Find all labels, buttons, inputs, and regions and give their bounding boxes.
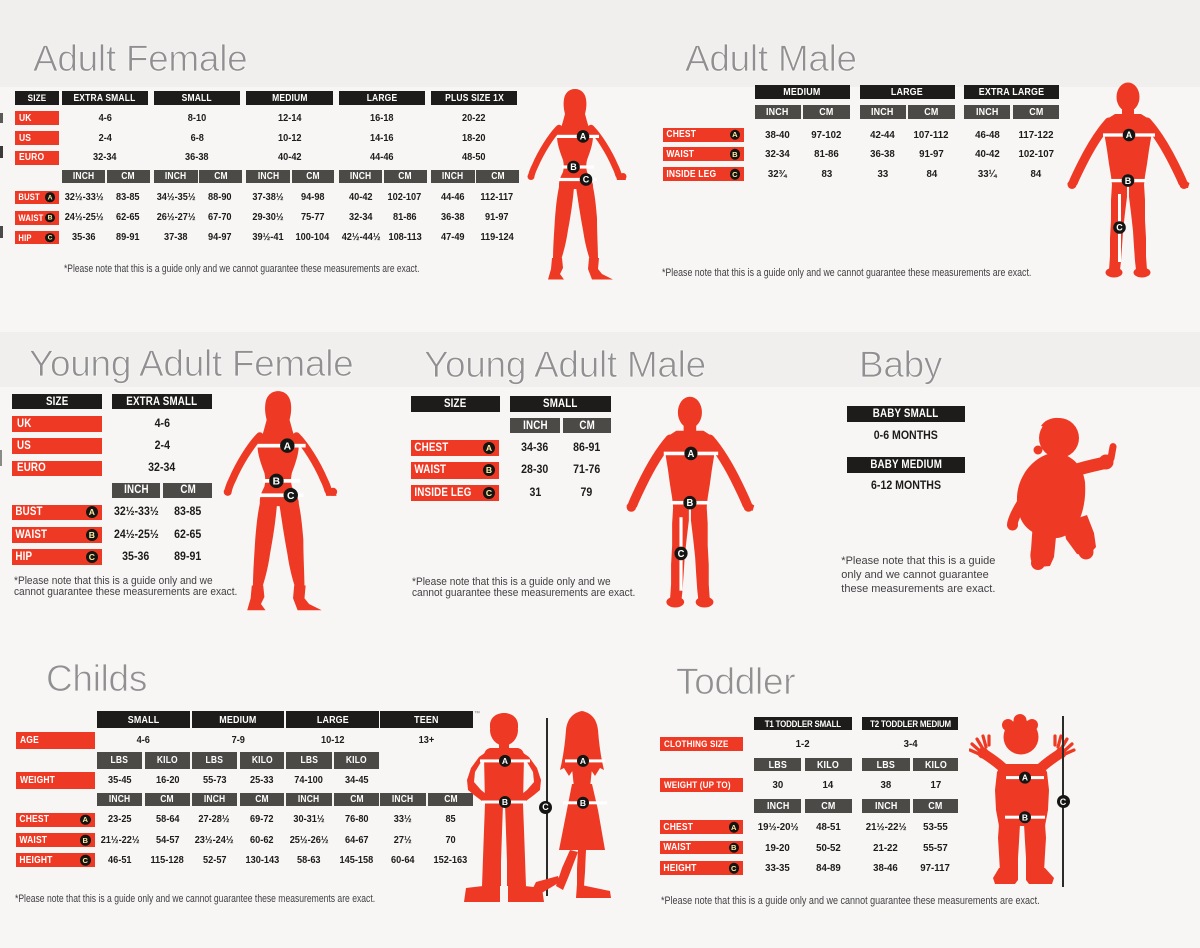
svg-text:A: A (1126, 130, 1133, 140)
svg-text:A: A (580, 756, 586, 766)
svg-text:B: B (580, 798, 586, 808)
svg-text:C: C (287, 491, 295, 502)
svg-text:B: B (570, 162, 577, 172)
svg-text:C: C (583, 175, 590, 185)
svg-text:A: A (284, 441, 292, 452)
svg-text:A: A (1022, 773, 1028, 783)
svg-text:B: B (1022, 812, 1028, 822)
svg-text:B: B (687, 498, 694, 509)
svg-text:A: A (580, 132, 587, 142)
svg-text:B: B (273, 477, 280, 488)
svg-text:B: B (1125, 176, 1132, 186)
svg-text:A: A (502, 756, 508, 766)
svg-text:C: C (678, 549, 685, 560)
svg-text:C: C (1116, 223, 1123, 233)
svg-text:A: A (688, 449, 695, 460)
svg-text:B: B (502, 797, 508, 807)
